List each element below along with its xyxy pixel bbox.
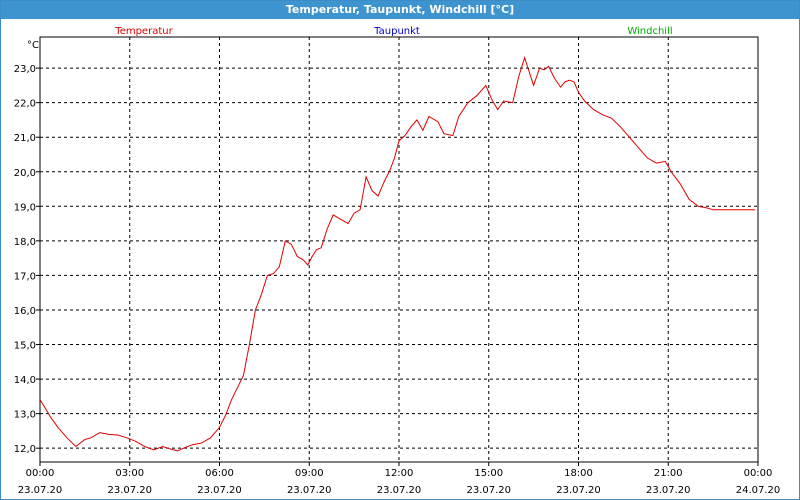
y-tick-label: 17,0 bbox=[14, 271, 36, 282]
y-tick-label: 13,0 bbox=[14, 410, 36, 421]
y-tick-label: 21,0 bbox=[14, 133, 36, 144]
x-tick-time: 21:00 bbox=[654, 468, 683, 479]
x-tick-time: 00:00 bbox=[744, 468, 773, 479]
y-tick-label: 14,0 bbox=[14, 375, 36, 386]
x-tick-date: 23.07.20 bbox=[197, 485, 242, 496]
x-tick-time: 03:00 bbox=[115, 468, 144, 479]
x-tick-date: 23.07.20 bbox=[107, 485, 152, 496]
x-tick-time: 00:00 bbox=[26, 468, 55, 479]
x-tick-date: 23.07.20 bbox=[287, 485, 332, 496]
grid bbox=[40, 37, 758, 462]
legend: Temperatur Taupunkt Windchill bbox=[114, 26, 672, 37]
y-tick-label: 20,0 bbox=[14, 168, 36, 179]
plot-frame bbox=[39, 36, 759, 463]
y-tick-label: 23,0 bbox=[14, 64, 36, 75]
series-line-temperatur bbox=[39, 56, 755, 452]
y-axis-label: °C bbox=[27, 40, 39, 51]
x-tick-time: 06:00 bbox=[205, 468, 234, 479]
x-tick-date: 23.07.20 bbox=[466, 485, 511, 496]
x-tick-time: 18:00 bbox=[564, 468, 593, 479]
legend-temperatur: Temperatur bbox=[114, 26, 173, 37]
y-tick-label: 16,0 bbox=[14, 306, 36, 317]
x-tick-date: 23.07.20 bbox=[18, 485, 63, 496]
y-tick-label: 22,0 bbox=[14, 99, 36, 110]
x-tick-date: 23.07.20 bbox=[377, 485, 422, 496]
x-tick-date: 23.07.20 bbox=[556, 485, 601, 496]
y-tick-label: 19,0 bbox=[14, 202, 36, 213]
legend-taupunkt: Taupunkt bbox=[373, 26, 420, 37]
x-tick-time: 09:00 bbox=[295, 468, 324, 479]
x-tick-time: 12:00 bbox=[385, 468, 414, 479]
legend-windchill: Windchill bbox=[627, 26, 672, 37]
x-tick-date: 24.07.20 bbox=[736, 485, 781, 496]
y-tick-label: 12,0 bbox=[14, 444, 36, 455]
y-tick-label: 15,0 bbox=[14, 341, 36, 352]
series-lines bbox=[39, 56, 755, 452]
y-tick-label: 18,0 bbox=[14, 237, 36, 248]
axes: 12,0 13,0 14,0 15,0 16,0 17,0 18,0 19,0 20,0 21,0… bbox=[14, 36, 781, 496]
chart-title: Temperatur, Taupunkt, Windchill [°C] bbox=[1, 1, 799, 19]
x-tick-time: 15:00 bbox=[474, 468, 503, 479]
x-tick-date: 23.07.20 bbox=[646, 485, 691, 496]
